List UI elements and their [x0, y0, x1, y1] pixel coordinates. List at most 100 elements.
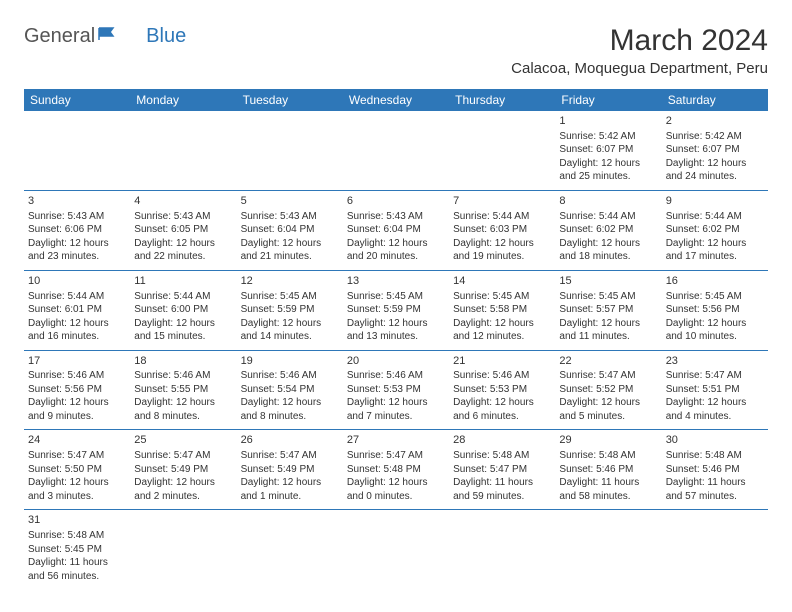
sunset-text: Sunset: 6:04 PM — [347, 223, 445, 237]
calendar-cell: 31Sunrise: 5:48 AMSunset: 5:45 PMDayligh… — [24, 510, 130, 589]
daylight2-text: and 0 minutes. — [347, 490, 445, 504]
day-number: 23 — [666, 354, 764, 369]
calendar-cell — [343, 510, 449, 589]
day-number: 6 — [347, 194, 445, 209]
daylight1-text: Daylight: 12 hours — [241, 476, 339, 490]
location: Calacoa, Moquegua Department, Peru — [511, 60, 768, 77]
sunset-text: Sunset: 5:45 PM — [28, 543, 126, 557]
sunrise-text: Sunrise: 5:43 AM — [347, 210, 445, 224]
sunrise-text: Sunrise: 5:45 AM — [666, 290, 764, 304]
sunrise-text: Sunrise: 5:43 AM — [28, 210, 126, 224]
weekday-tuesday: Tuesday — [237, 89, 343, 111]
calendar-table: Sunday Monday Tuesday Wednesday Thursday… — [24, 89, 768, 589]
weekday-wednesday: Wednesday — [343, 89, 449, 111]
day-number: 21 — [453, 354, 551, 369]
daylight2-text: and 56 minutes. — [28, 570, 126, 584]
sunset-text: Sunset: 5:53 PM — [347, 383, 445, 397]
calendar-cell — [130, 510, 236, 589]
daylight1-text: Daylight: 12 hours — [347, 476, 445, 490]
daylight1-text: Daylight: 11 hours — [28, 556, 126, 570]
day-number: 10 — [28, 274, 126, 289]
calendar-cell: 23Sunrise: 5:47 AMSunset: 5:51 PMDayligh… — [662, 350, 768, 430]
daylight2-text: and 7 minutes. — [347, 410, 445, 424]
day-number: 31 — [28, 513, 126, 528]
day-number: 9 — [666, 194, 764, 209]
sunset-text: Sunset: 5:59 PM — [347, 303, 445, 317]
daylight1-text: Daylight: 12 hours — [134, 476, 232, 490]
day-number: 15 — [559, 274, 657, 289]
sunrise-text: Sunrise: 5:48 AM — [666, 449, 764, 463]
calendar-cell — [343, 111, 449, 190]
daylight1-text: Daylight: 12 hours — [453, 237, 551, 251]
sunset-text: Sunset: 6:07 PM — [559, 143, 657, 157]
day-number: 29 — [559, 433, 657, 448]
sunset-text: Sunset: 5:56 PM — [28, 383, 126, 397]
calendar-cell: 6Sunrise: 5:43 AMSunset: 6:04 PMDaylight… — [343, 190, 449, 270]
daylight2-text: and 16 minutes. — [28, 330, 126, 344]
daylight2-text: and 22 minutes. — [134, 250, 232, 264]
sunrise-text: Sunrise: 5:45 AM — [347, 290, 445, 304]
sunset-text: Sunset: 5:46 PM — [559, 463, 657, 477]
sunset-text: Sunset: 6:06 PM — [28, 223, 126, 237]
sunrise-text: Sunrise: 5:44 AM — [559, 210, 657, 224]
daylight1-text: Daylight: 12 hours — [134, 396, 232, 410]
calendar-cell — [662, 510, 768, 589]
calendar-cell: 21Sunrise: 5:46 AMSunset: 5:53 PMDayligh… — [449, 350, 555, 430]
sunrise-text: Sunrise: 5:44 AM — [134, 290, 232, 304]
calendar-cell: 20Sunrise: 5:46 AMSunset: 5:53 PMDayligh… — [343, 350, 449, 430]
daylight1-text: Daylight: 12 hours — [559, 157, 657, 171]
sunset-text: Sunset: 6:02 PM — [666, 223, 764, 237]
day-number: 25 — [134, 433, 232, 448]
calendar-cell — [449, 510, 555, 589]
daylight1-text: Daylight: 12 hours — [347, 317, 445, 331]
weekday-header-row: Sunday Monday Tuesday Wednesday Thursday… — [24, 89, 768, 111]
daylight1-text: Daylight: 12 hours — [559, 317, 657, 331]
daylight1-text: Daylight: 12 hours — [666, 396, 764, 410]
daylight1-text: Daylight: 12 hours — [666, 317, 764, 331]
daylight2-text: and 17 minutes. — [666, 250, 764, 264]
daylight2-text: and 13 minutes. — [347, 330, 445, 344]
day-number: 27 — [347, 433, 445, 448]
calendar-cell: 7Sunrise: 5:44 AMSunset: 6:03 PMDaylight… — [449, 190, 555, 270]
daylight2-text: and 58 minutes. — [559, 490, 657, 504]
daylight1-text: Daylight: 11 hours — [559, 476, 657, 490]
calendar-cell: 18Sunrise: 5:46 AMSunset: 5:55 PMDayligh… — [130, 350, 236, 430]
calendar-cell: 12Sunrise: 5:45 AMSunset: 5:59 PMDayligh… — [237, 270, 343, 350]
day-number: 12 — [241, 274, 339, 289]
sunset-text: Sunset: 5:49 PM — [241, 463, 339, 477]
daylight2-text: and 20 minutes. — [347, 250, 445, 264]
daylight2-text: and 24 minutes. — [666, 170, 764, 184]
day-number: 14 — [453, 274, 551, 289]
day-number: 16 — [666, 274, 764, 289]
day-number: 22 — [559, 354, 657, 369]
sunrise-text: Sunrise: 5:46 AM — [453, 369, 551, 383]
calendar-cell: 15Sunrise: 5:45 AMSunset: 5:57 PMDayligh… — [555, 270, 661, 350]
daylight1-text: Daylight: 12 hours — [28, 396, 126, 410]
sunrise-text: Sunrise: 5:48 AM — [28, 529, 126, 543]
calendar-row: 3Sunrise: 5:43 AMSunset: 6:06 PMDaylight… — [24, 190, 768, 270]
sunset-text: Sunset: 5:46 PM — [666, 463, 764, 477]
sunrise-text: Sunrise: 5:44 AM — [28, 290, 126, 304]
calendar-cell — [237, 510, 343, 589]
calendar-cell: 28Sunrise: 5:48 AMSunset: 5:47 PMDayligh… — [449, 430, 555, 510]
calendar-cell: 24Sunrise: 5:47 AMSunset: 5:50 PMDayligh… — [24, 430, 130, 510]
day-number: 7 — [453, 194, 551, 209]
sunset-text: Sunset: 5:48 PM — [347, 463, 445, 477]
daylight1-text: Daylight: 12 hours — [134, 317, 232, 331]
calendar-row: 31Sunrise: 5:48 AMSunset: 5:45 PMDayligh… — [24, 510, 768, 589]
day-number: 11 — [134, 274, 232, 289]
sunset-text: Sunset: 5:53 PM — [453, 383, 551, 397]
daylight1-text: Daylight: 12 hours — [666, 237, 764, 251]
sunset-text: Sunset: 6:00 PM — [134, 303, 232, 317]
calendar-cell: 4Sunrise: 5:43 AMSunset: 6:05 PMDaylight… — [130, 190, 236, 270]
daylight1-text: Daylight: 12 hours — [347, 396, 445, 410]
calendar-row: 24Sunrise: 5:47 AMSunset: 5:50 PMDayligh… — [24, 430, 768, 510]
sunrise-text: Sunrise: 5:46 AM — [28, 369, 126, 383]
day-number: 17 — [28, 354, 126, 369]
daylight1-text: Daylight: 12 hours — [241, 317, 339, 331]
daylight2-text: and 6 minutes. — [453, 410, 551, 424]
daylight1-text: Daylight: 12 hours — [241, 396, 339, 410]
sunrise-text: Sunrise: 5:43 AM — [241, 210, 339, 224]
sunset-text: Sunset: 5:55 PM — [134, 383, 232, 397]
calendar-cell: 25Sunrise: 5:47 AMSunset: 5:49 PMDayligh… — [130, 430, 236, 510]
